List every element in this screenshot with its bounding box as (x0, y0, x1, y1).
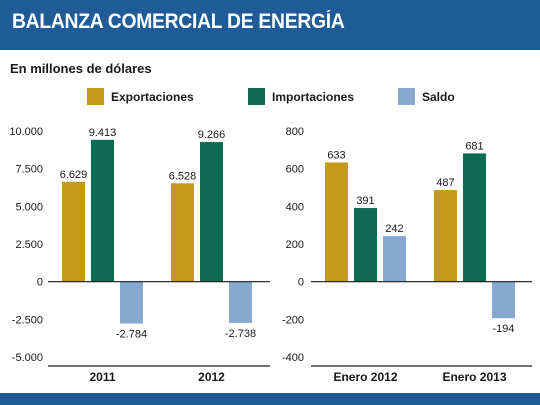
y-tick-label: -2.500 (12, 314, 43, 326)
category-label: 2012 (198, 370, 225, 384)
data-label: -194 (492, 323, 514, 335)
bar-importaciones-2 (463, 153, 486, 282)
bar-exportaciones-2 (171, 183, 194, 282)
legend-swatch-importaciones (248, 88, 265, 105)
data-label: 6.629 (60, 169, 88, 181)
bar-importaciones-1 (91, 139, 114, 282)
title-bar: BALANZA COMERCIAL DE ENERGÍA (0, 0, 540, 50)
y-tick-label: -200 (282, 314, 304, 326)
legend: Exportaciones Importaciones Saldo (0, 88, 540, 112)
bar-saldo-1 (120, 281, 143, 324)
legend-swatch-exportaciones (87, 88, 104, 105)
y-tick-label: 2.500 (15, 239, 43, 251)
category-label: Enero 2012 (333, 370, 397, 384)
y-tick-label: 0 (37, 277, 43, 289)
data-label: -2.738 (225, 328, 256, 340)
y-tick-label: -5.000 (12, 352, 43, 364)
bar-saldo-2 (492, 281, 515, 319)
bar-saldo-2 (229, 281, 252, 323)
data-label: 633 (327, 149, 345, 161)
category-label: 2011 (89, 370, 115, 384)
legend-item-exportaciones: Exportaciones (87, 88, 194, 105)
data-label: -2.784 (116, 329, 147, 341)
chart-title: BALANZA COMERCIAL DE ENERGÍA (12, 10, 345, 33)
data-label: 681 (465, 140, 483, 152)
legend-item-saldo: Saldo (398, 88, 455, 105)
data-label: 391 (356, 195, 374, 207)
bar-importaciones-2 (200, 142, 223, 282)
y-tick-label: 10.000 (9, 126, 43, 138)
bar-exportaciones-1 (62, 181, 85, 282)
data-label: 6.528 (169, 170, 197, 182)
bar-exportaciones-1 (325, 162, 348, 282)
y-tick-label: 5.000 (15, 201, 43, 213)
bar-saldo-1 (383, 236, 406, 282)
y-tick-label: 0 (298, 277, 304, 289)
y-tick-label: 800 (286, 126, 304, 138)
data-label: 487 (436, 177, 454, 189)
data-label: 242 (385, 223, 403, 235)
data-label: 9.266 (198, 129, 226, 141)
y-tick-label: 200 (286, 239, 304, 251)
legend-item-importaciones: Importaciones (248, 88, 354, 105)
legend-label-importaciones: Importaciones (272, 89, 355, 104)
y-tick-label: 7.500 (15, 164, 43, 176)
bottom-bar (0, 393, 540, 405)
legend-swatch-saldo (398, 88, 415, 105)
bar-exportaciones-2 (434, 189, 457, 282)
data-label: 9.413 (89, 127, 117, 139)
category-label: Enero 2013 (442, 370, 506, 384)
y-tick-label: 400 (286, 201, 304, 213)
y-tick-label: -400 (282, 352, 304, 364)
chart-panel-2: 800 600 400 200 0 -200 -400 633 391 242 Enero 2012… (282, 126, 532, 384)
bar-importaciones-1 (354, 208, 377, 282)
legend-label-saldo: Saldo (422, 89, 455, 104)
y-tick-label: 600 (286, 164, 304, 176)
chart-panel-1: 10.000 7.500 5.000 2.500 0 -2.500 -5.000 6.629 9… (9, 126, 270, 384)
legend-label-exportaciones: Exportaciones (111, 89, 194, 104)
chart-subtitle: En millones de dólares (10, 61, 152, 76)
